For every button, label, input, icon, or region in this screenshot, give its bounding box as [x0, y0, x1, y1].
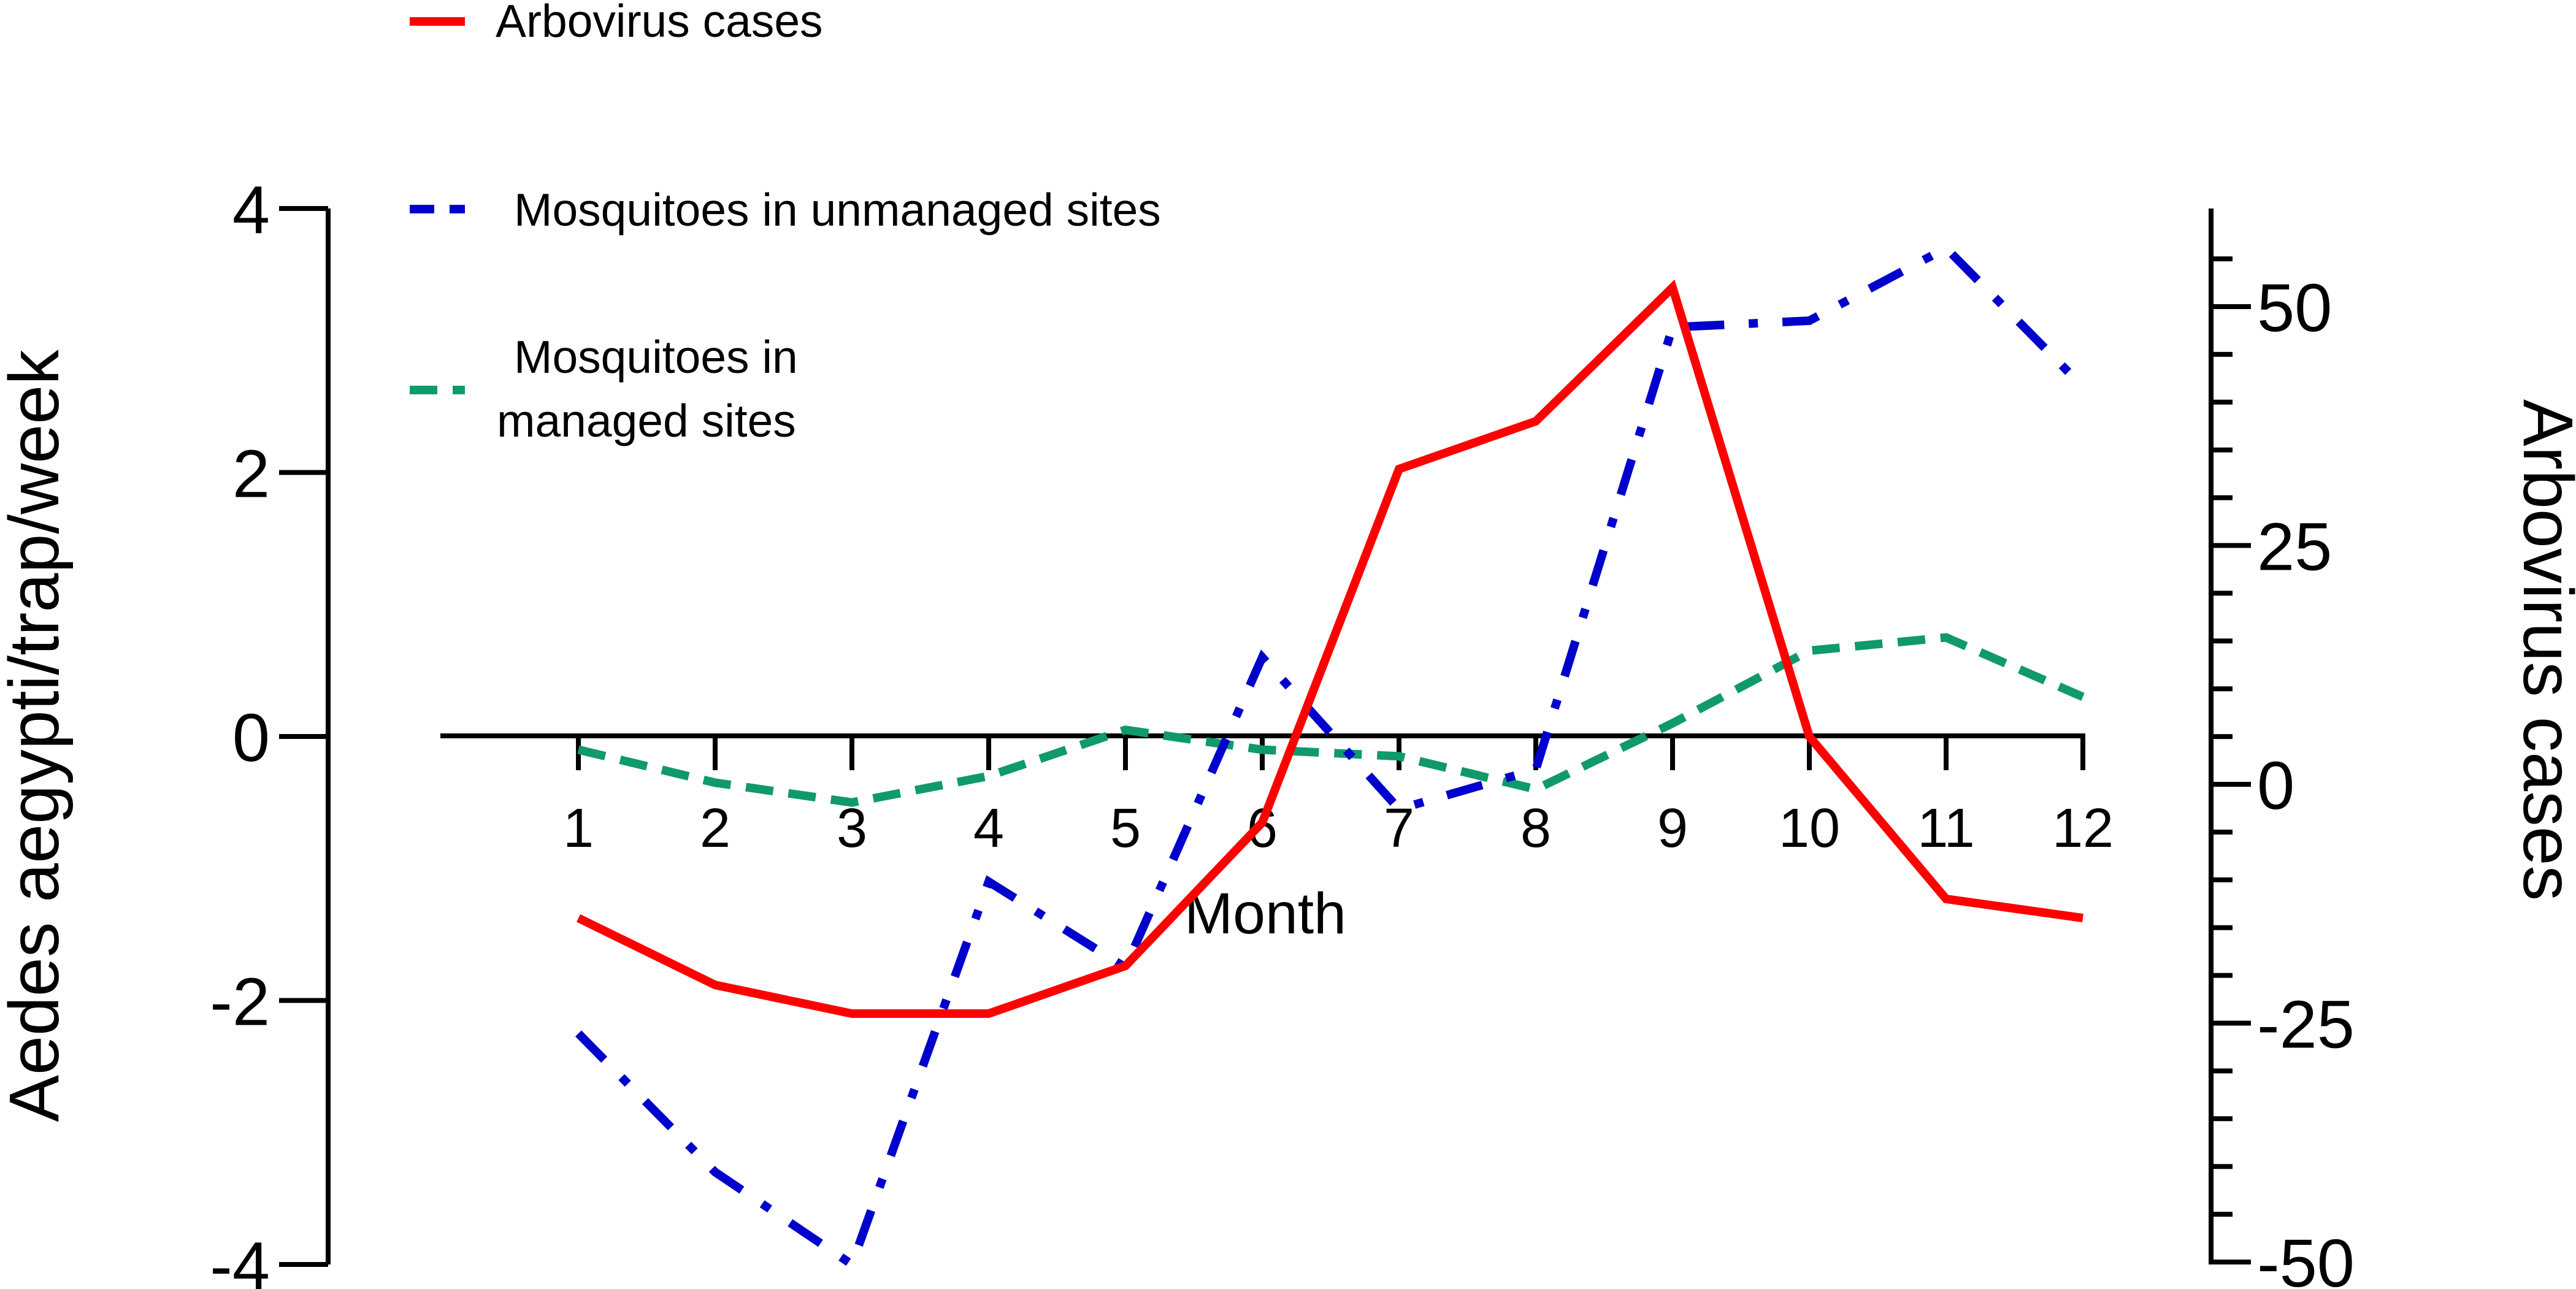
y-tick-label: 4	[232, 172, 270, 248]
left-ticks: 4 2 0 -2 -4	[210, 172, 328, 1289]
series-layer	[575, 242, 2086, 1271]
x-tick-label: 3	[837, 798, 867, 859]
right-axis: Arbovirus cases	[2209, 208, 2576, 1264]
y-tick-label: -2	[210, 965, 270, 1040]
series-line-0	[576, 279, 2083, 1018]
legend-label-arbovirus: Arbovirus cases	[496, 0, 823, 47]
x-tick-label: 12	[2052, 798, 2114, 859]
y2-tick-label: 25	[2257, 510, 2332, 585]
x-tick-label: 10	[1779, 798, 1840, 859]
y2-tick-label: -50	[2257, 1226, 2355, 1289]
y-tick-label: 2	[232, 437, 270, 512]
series-line-1	[575, 242, 2086, 1271]
legend-label-managed-line1: Mosquitoes in	[514, 331, 798, 383]
legend-label-unmanaged: Mosquitoes in unmanaged sites	[514, 184, 1161, 235]
left-axis: Aedes aegypti/trap/week	[0, 208, 331, 1264]
x-tick-label: 8	[1520, 798, 1551, 859]
x-tick-label: 2	[700, 798, 730, 859]
y-tick-label: -4	[210, 1228, 270, 1289]
x-tick-label: 9	[1657, 798, 1688, 859]
x-tick-label: 5	[1110, 798, 1141, 859]
x-tick-label: 11	[1917, 798, 1974, 859]
x-ticks: 1 2 3 4 5 6 7 8 9 10 11 12	[563, 736, 2114, 859]
legend-label-managed-line2: managed sites	[497, 395, 796, 446]
x-axis-title: Month	[1184, 881, 1346, 946]
legend: Arbovirus cases Mosquitoes in unmanaged …	[410, 0, 1161, 446]
y2-tick-label: 50	[2257, 270, 2332, 346]
y2-tick-label: 0	[2257, 748, 2294, 824]
y2-axis-title: Arbovirus cases	[2509, 399, 2576, 901]
y-axis-title: Aedes aegypti/trap/week	[0, 350, 74, 1122]
y2-tick-label: -25	[2257, 987, 2355, 1063]
x-tick-label: 7	[1384, 798, 1414, 859]
series-line-2	[577, 633, 2085, 807]
y-tick-label: 0	[232, 700, 270, 776]
right-ticks: 50 25 0 -25 -50	[2211, 256, 2355, 1289]
x-tick-label: 4	[973, 798, 1004, 859]
x-tick-label: 1	[563, 798, 594, 859]
